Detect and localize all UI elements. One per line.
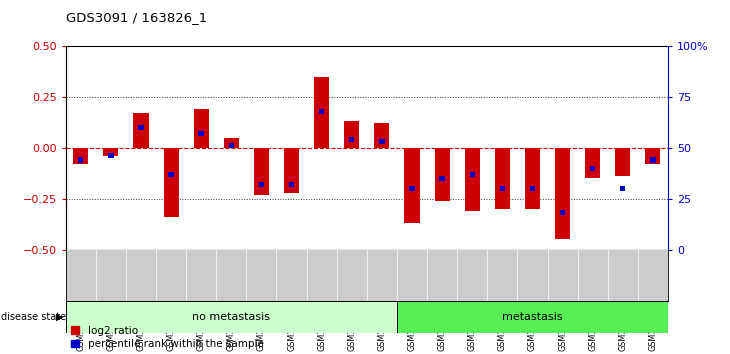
Bar [495,148,510,209]
Bar [499,186,505,191]
Bar [615,148,630,176]
Bar [78,158,83,162]
Bar [349,137,355,142]
Text: GDS3091 / 163826_1: GDS3091 / 163826_1 [66,11,207,24]
Bar [314,76,329,148]
Bar [410,186,415,191]
Bar [224,138,239,148]
Bar [465,148,480,211]
Bar [555,148,570,239]
Bar [66,301,397,333]
Bar [169,172,174,177]
Bar [645,148,661,164]
Bar [104,148,118,156]
Bar [530,186,535,191]
Bar [590,166,596,171]
Bar [560,210,565,216]
Bar [289,182,294,187]
Text: disease state: disease state [1,312,66,322]
Bar [469,172,475,177]
Text: ▶: ▶ [56,312,64,322]
Bar [434,148,450,201]
Bar [439,176,445,181]
Bar [258,182,264,187]
Bar [284,148,299,193]
Bar [345,121,359,148]
Text: no metastasis: no metastasis [192,312,270,322]
Bar [404,148,420,223]
Bar [228,143,234,148]
Bar [193,109,209,148]
Text: metastasis: metastasis [502,312,563,322]
Bar [585,148,600,178]
Bar [379,139,385,144]
Bar [254,148,269,195]
Bar [108,153,114,159]
Bar [73,148,88,164]
Bar [199,131,204,136]
Bar [620,186,626,191]
Bar [525,148,540,209]
Bar [134,113,148,148]
Bar [397,301,668,333]
Bar [374,124,389,148]
Bar [319,109,324,114]
Bar [164,148,179,217]
Bar [650,158,656,162]
Bar [138,125,144,130]
Legend: log2 ratio, percentile rank within the sample: log2 ratio, percentile rank within the s… [71,326,264,349]
